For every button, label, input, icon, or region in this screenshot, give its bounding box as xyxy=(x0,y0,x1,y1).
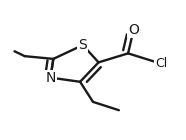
Text: N: N xyxy=(45,71,56,85)
Text: S: S xyxy=(78,38,87,52)
Text: O: O xyxy=(128,23,139,37)
Text: Cl: Cl xyxy=(155,57,167,70)
